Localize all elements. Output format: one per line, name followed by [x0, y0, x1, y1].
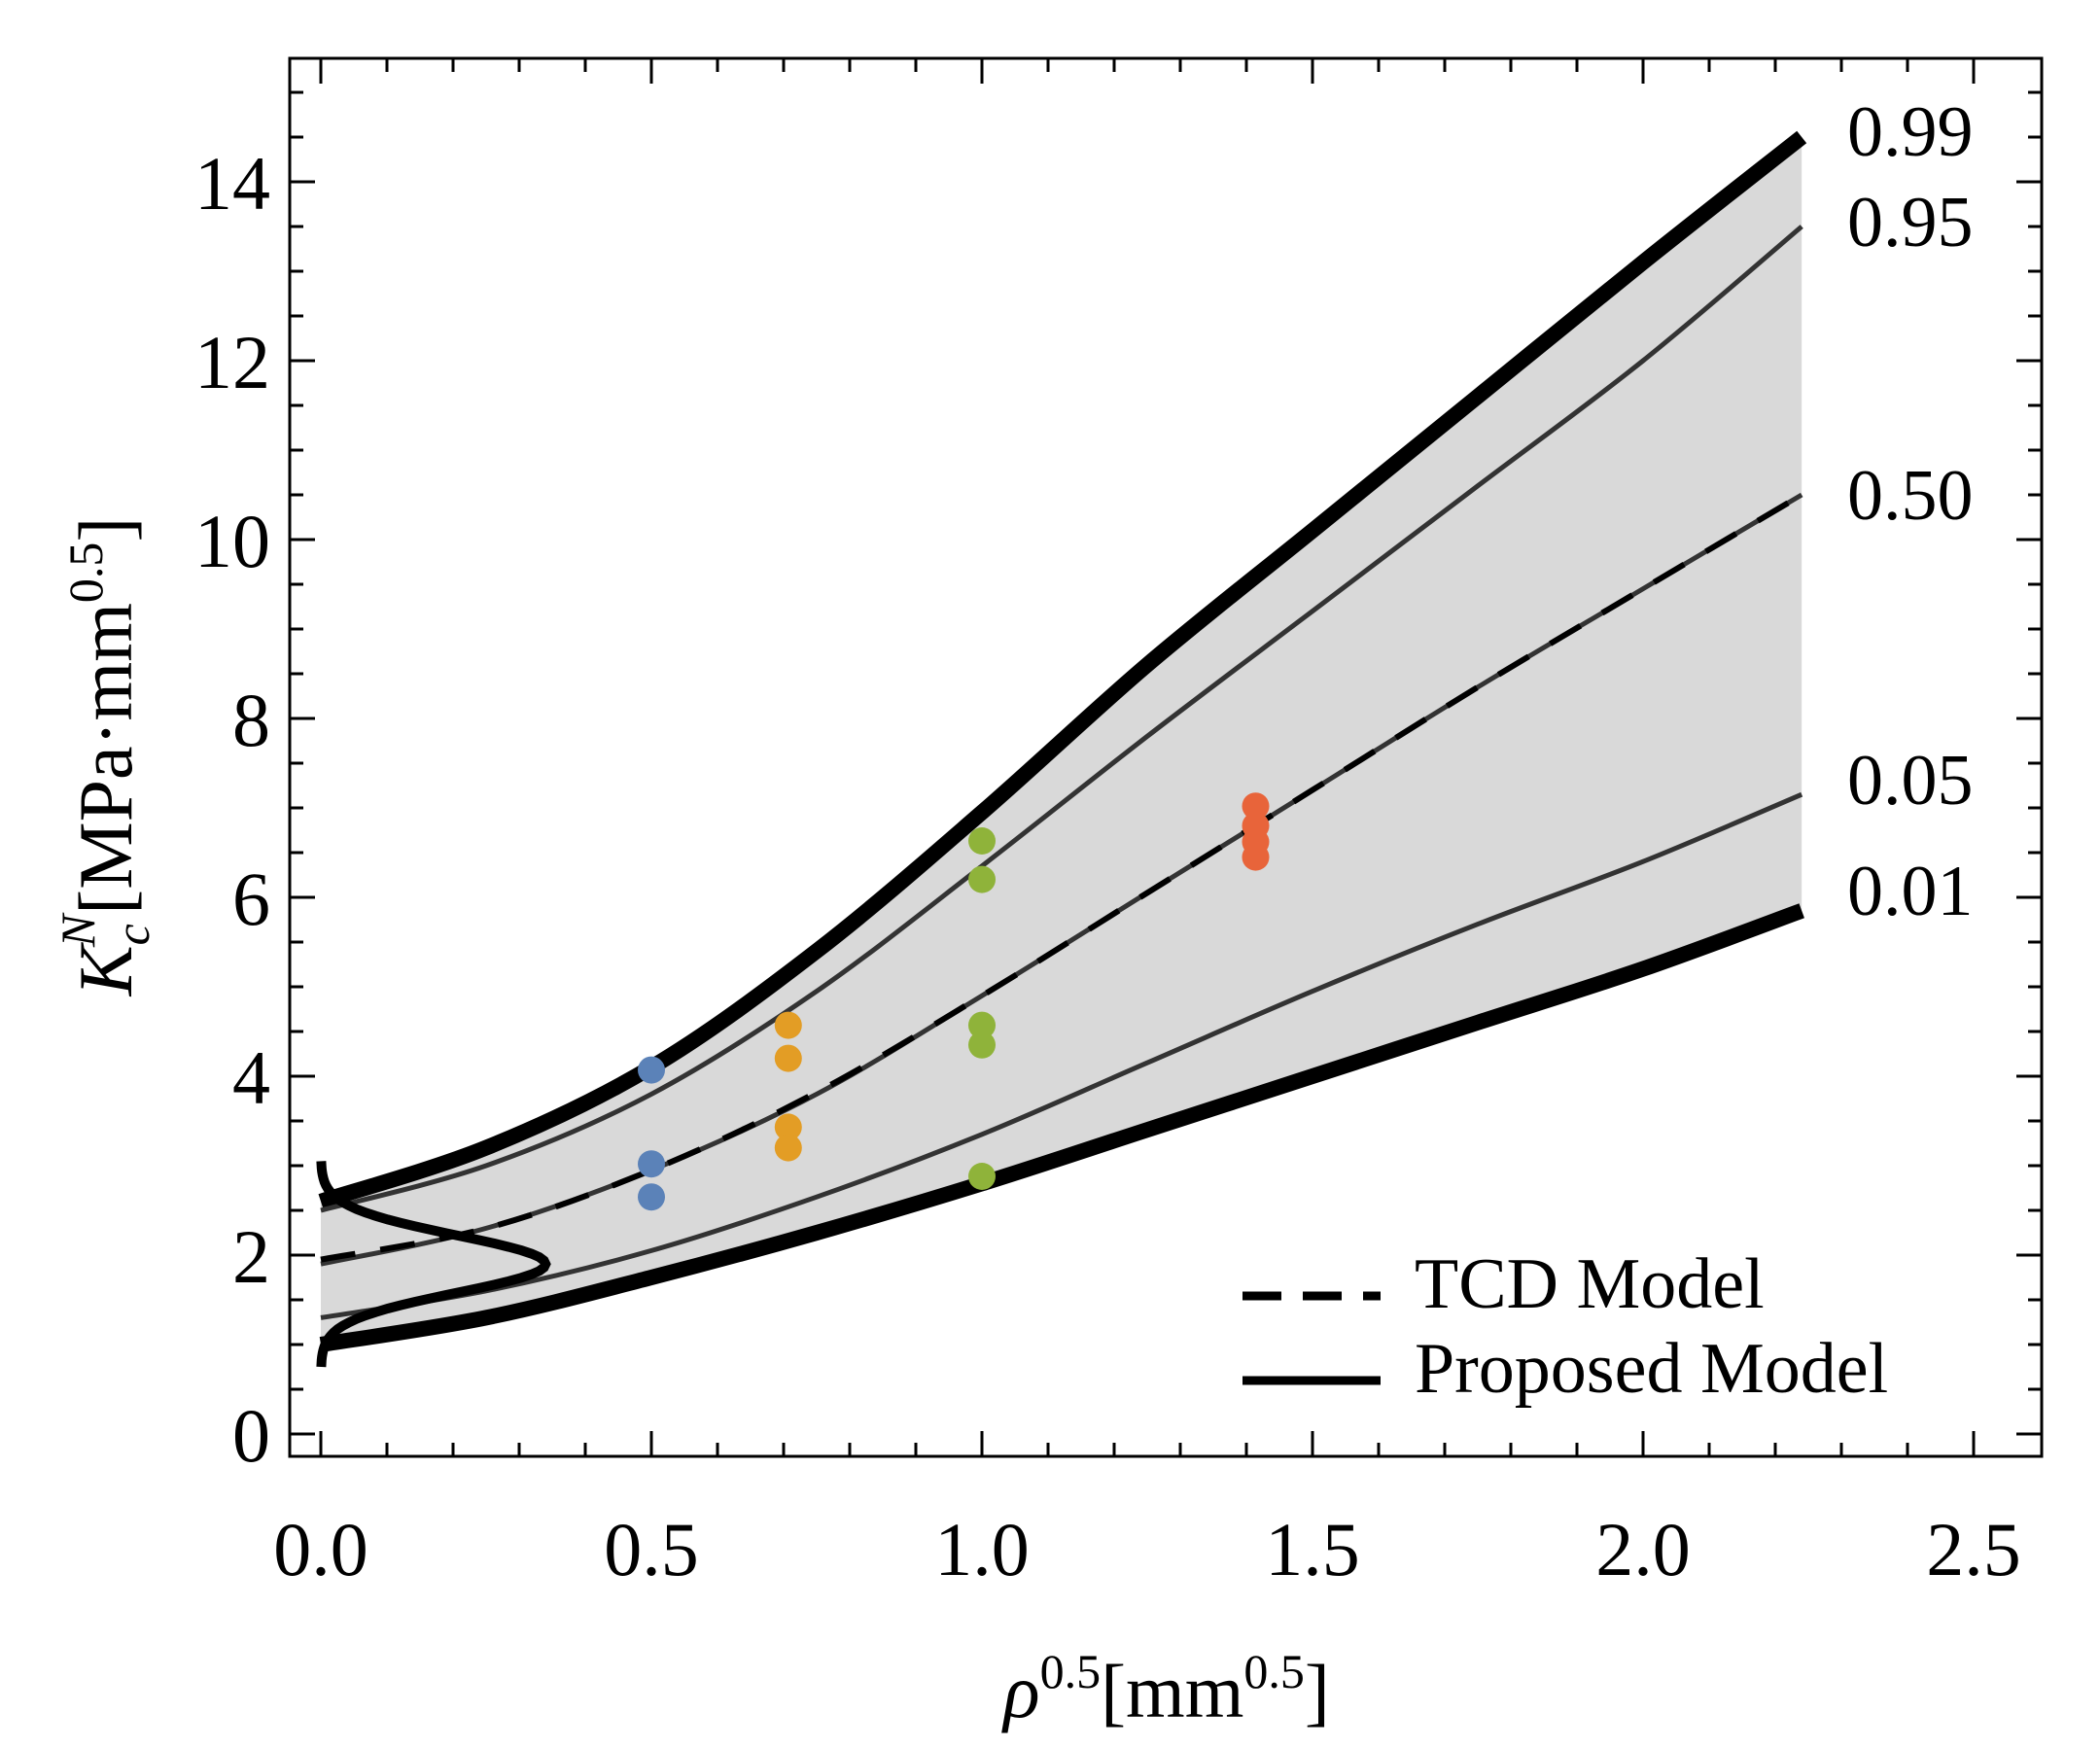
y-tick-label: 6: [232, 857, 270, 941]
data-point: [968, 827, 996, 855]
x-tick-labels: 0.0 0.5 1.0 1.5 2.0 2.5: [273, 1507, 2021, 1591]
y-tick-label: 4: [232, 1035, 270, 1120]
quantile-curve-0.01: [319, 903, 1804, 1352]
quantile-curve-0.05: [320, 791, 1803, 1320]
density-curve: [316, 1161, 551, 1368]
y-axis-title: KcN[MPa·mm0.5]: [51, 517, 159, 997]
data-point: [638, 1150, 665, 1178]
legend-label-proposed: Proposed Model: [1415, 1329, 1888, 1409]
quantile-label: 0.50: [1847, 456, 1974, 536]
y-tick-label: 0: [232, 1393, 270, 1478]
x-axis-title: ρ0.5[mm0.5]: [1001, 1644, 1330, 1733]
data-point: [1242, 792, 1270, 821]
y-tick-label: 8: [232, 678, 270, 762]
data-point: [1242, 843, 1270, 871]
quantile-curves: [318, 130, 1807, 1352]
data-point: [968, 1163, 996, 1190]
data-point: [638, 1056, 665, 1084]
quantile-curve-0.99: [318, 130, 1807, 1209]
data-point: [774, 1134, 802, 1162]
y-tick-label: 10: [194, 499, 270, 583]
data-point: [638, 1183, 665, 1211]
y-tick-labels: 0 2 4 6 8 10 12 14: [194, 141, 270, 1478]
plot-area: [316, 130, 1807, 1368]
data-point: [968, 1031, 996, 1059]
tcd-model-curve: [320, 492, 1803, 1263]
quantile-curve-0.95: [320, 225, 1803, 1213]
data-point: [774, 1011, 802, 1039]
x-tick-label: 2.5: [1926, 1507, 2021, 1591]
legend-label-tcd: TCD Model: [1415, 1244, 1765, 1324]
data-point: [968, 865, 996, 893]
data-point: [774, 1113, 802, 1141]
data-point: [774, 1044, 802, 1072]
quantile-label: 0.01: [1847, 852, 1974, 931]
x-tick-label: 2.0: [1595, 1507, 1691, 1591]
x-tick-label: 0.0: [273, 1507, 368, 1591]
quantile-label: 0.99: [1847, 92, 1974, 172]
x-tick-label: 1.0: [934, 1507, 1030, 1591]
quantile-label: 0.95: [1847, 183, 1974, 262]
y-tick-label: 2: [232, 1214, 270, 1299]
legend: TCD Model Proposed Model: [1242, 1244, 1888, 1409]
x-tick-label: 1.5: [1265, 1507, 1360, 1591]
axis-ticks: [290, 58, 2042, 1456]
quantile-labels: 0.99 0.95 0.50 0.05 0.01: [1847, 92, 1974, 931]
quantile-label: 0.05: [1847, 741, 1974, 821]
y-tick-label: 12: [194, 320, 270, 404]
y-tick-label: 14: [194, 141, 270, 226]
x-tick-label: 0.5: [604, 1507, 699, 1591]
data-point: [968, 1011, 996, 1039]
plot-frame: [288, 56, 2044, 1458]
data-points: [638, 792, 1270, 1211]
